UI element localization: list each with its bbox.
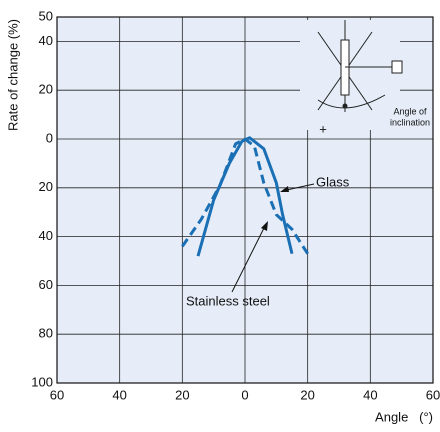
x-axis-label: Angle (°) <box>375 409 433 424</box>
y-tick-label: 60 <box>39 277 53 292</box>
x-tick-label: 20 <box>300 387 314 402</box>
inset-label: + <box>319 121 327 136</box>
y-tick-label: 0 <box>46 130 53 145</box>
plot-frame <box>56 16 434 384</box>
series-label: Stainless steel <box>186 293 270 308</box>
annotation-arrow <box>231 223 267 293</box>
y-axis-label: Rate of change (%) <box>5 19 20 131</box>
inset-diagram <box>300 20 403 130</box>
y-tick-label: 50 <box>39 8 53 23</box>
inset-label: inclination <box>390 117 430 127</box>
series-line <box>196 136 294 257</box>
x-tick-label: 60 <box>50 387 64 402</box>
x-tick-label: 60 <box>426 387 440 402</box>
arrow-head <box>280 186 289 192</box>
y-tick-label: 20 <box>39 179 53 194</box>
x-tick-label: 40 <box>363 387 377 402</box>
series-line <box>181 137 309 255</box>
y-tick-label: 20 <box>39 82 53 97</box>
x-tick-label: 0 <box>241 387 248 402</box>
arrow-head <box>261 221 268 231</box>
y-tick-label: 100 <box>31 374 53 389</box>
x-tick-label: 40 <box>112 387 126 402</box>
y-tick-label: 40 <box>39 228 53 243</box>
inset-label: Angle of <box>393 106 427 116</box>
x-tick-label: 20 <box>175 387 189 402</box>
y-tick-label: 40 <box>39 33 53 48</box>
y-tick-label: 80 <box>39 326 53 341</box>
series-label: Glass <box>316 174 350 189</box>
